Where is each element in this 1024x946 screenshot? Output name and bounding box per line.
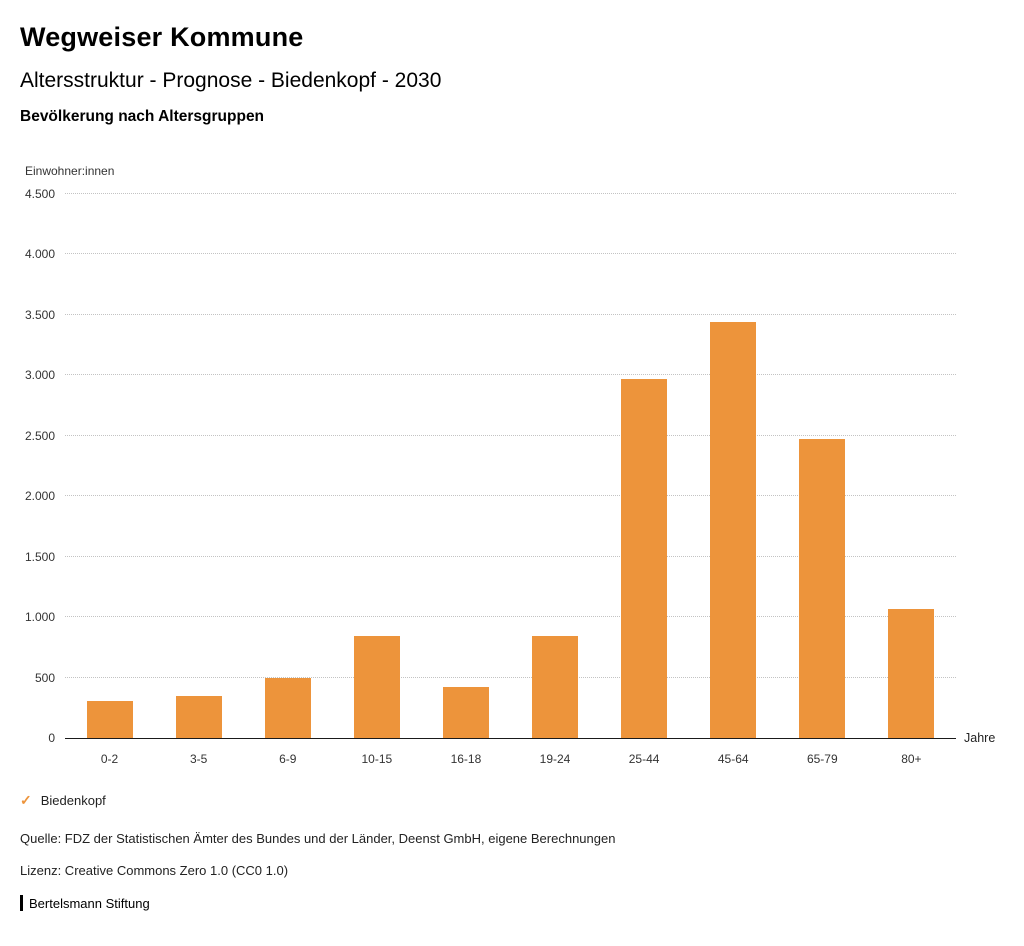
y-tick-label: 4.500 [24,187,55,201]
y-tick-label: 2.500 [24,428,55,443]
legend-label: Biedenkopf [40,793,106,808]
bar-10-15[interactable] [353,636,400,738]
bar-column [867,194,956,738]
gridline [65,193,956,194]
x-axis-spacer [20,739,65,766]
plot-row: 0 500 1.000 1.500 2.000 2.500 3.000 3.500 4.000 4… [20,187,995,745]
x-axis-unit-label: Jahre [964,731,996,745]
y-axis-ticks: 0 500 1.000 1.500 2.000 2.500 3.000 3.500 4.000 4… [20,187,65,745]
bar-0-2[interactable] [86,700,133,738]
footer: Quelle: FDZ der Statistischen Ämter des … [20,831,1004,911]
chart-heading: Bevölkerung nach Altersgruppen [20,108,265,125]
gridline [65,374,956,376]
y-tick-label: 1.000 [24,610,55,625]
gridline [65,676,956,678]
bar-45-64[interactable] [710,321,757,738]
bar-column [65,194,154,738]
bar-6-9[interactable] [264,677,311,738]
x-tick-label: 45-64 [717,752,749,766]
gridline [65,313,956,315]
legend-item-biedenkopf[interactable]: ✓ Biedenkopf [20,792,1004,809]
gridline [65,434,956,436]
x-tick-label: 19-24 [539,752,571,766]
x-axis-labels: 0-2 3-5 6-9 10-15 16-18 19-24 25-44 45-64 65-79 8… [65,739,956,766]
x-tick-label: 16-18 [450,752,482,766]
x-tick-label: 25-44 [628,752,660,766]
x-tick-label: 6-9 [279,752,297,766]
check-icon: ✓ [20,792,32,808]
page-title: Wegweiser Kommune [20,22,304,52]
bar-3-5[interactable] [175,695,222,738]
bar-column [332,194,421,738]
branding: Bertelsmann Stiftung [20,895,1004,911]
brand-bar-icon [20,895,23,911]
x-tick-label: 10-15 [361,752,393,766]
bar-column [243,194,332,738]
x-tick-label: 65-79 [806,752,838,766]
bar-19-24[interactable] [532,635,579,738]
x-tick-label: 0-2 [100,752,119,766]
x-tick-label: 3-5 [189,752,208,766]
source-text: Quelle: FDZ der Statistischen Ämter des … [20,831,616,846]
y-tick-label: 3.500 [24,307,55,322]
bar-column [600,194,689,738]
x-axis-row: 0-2 3-5 6-9 10-15 16-18 19-24 25-44 45-64 65-79 8… [20,739,956,766]
page: Wegweiser Kommune Altersstruktur - Progn… [20,22,1004,911]
gridline [65,555,956,557]
chart-subtitle: Altersstruktur - Prognose - Biedenkopf -… [20,69,442,92]
bar-column [510,194,599,738]
branding-text: Bertelsmann Stiftung [29,895,150,911]
bar-80+[interactable] [888,608,935,738]
bar-25-44[interactable] [621,378,668,738]
x-tick-label: 80+ [901,752,922,766]
y-tick-label: 0 [48,731,55,745]
bar-column [421,194,510,738]
bar-column [154,194,243,738]
gridline [65,495,956,497]
y-tick-label: 4.000 [24,247,55,262]
y-tick-label: 500 [34,670,55,685]
bar-chart: Einwohner:innen 0 500 1.000 1.500 2.000 2.500… [20,164,1004,766]
gridlines [65,193,956,738]
bar-16-18[interactable] [442,687,489,738]
bar-column [778,194,867,738]
gridline [65,253,956,255]
y-axis-unit-label: Einwohner:innen [25,164,115,178]
y-tick-label: 1.500 [24,549,55,564]
bar-column [689,194,778,738]
y-tick-label: 2.000 [24,489,55,504]
y-tick-label: 3.000 [24,368,55,383]
license-text: Lizenz: Creative Commons Zero 1.0 (CC0 1… [20,863,289,878]
bar-65-79[interactable] [799,439,846,738]
bars [65,194,956,738]
plot-area: Jahre [65,193,995,745]
gridline [65,616,956,618]
